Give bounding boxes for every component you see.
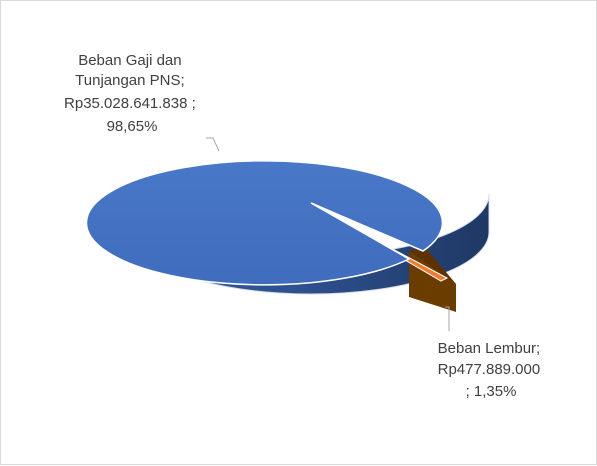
data-label-beban-gaji: Beban Gaji dan Tunjangan PNS; Rp35.028.6… (64, 52, 200, 135)
data-label-beban-lembur: Beban Lembur; Rp477.889.000 ; 1,35% (438, 340, 545, 400)
slice-top-beban-gaji (85, 160, 444, 286)
data-label-line: 98,65% (107, 118, 158, 135)
data-label-line: Tunjangan PNS; (75, 72, 185, 89)
data-label-line: Beban Gaji dan (78, 52, 181, 69)
leader-line-beban-gaji (206, 137, 220, 152)
data-label-line: ; 1,35% (466, 383, 517, 400)
data-label-line: Beban Lembur; (438, 340, 541, 357)
data-label-line: Rp477.889.000 (438, 361, 541, 378)
data-label-line: Rp35.028.641.838 ; (64, 95, 196, 112)
leader-line-beban-lembur (445, 306, 450, 331)
